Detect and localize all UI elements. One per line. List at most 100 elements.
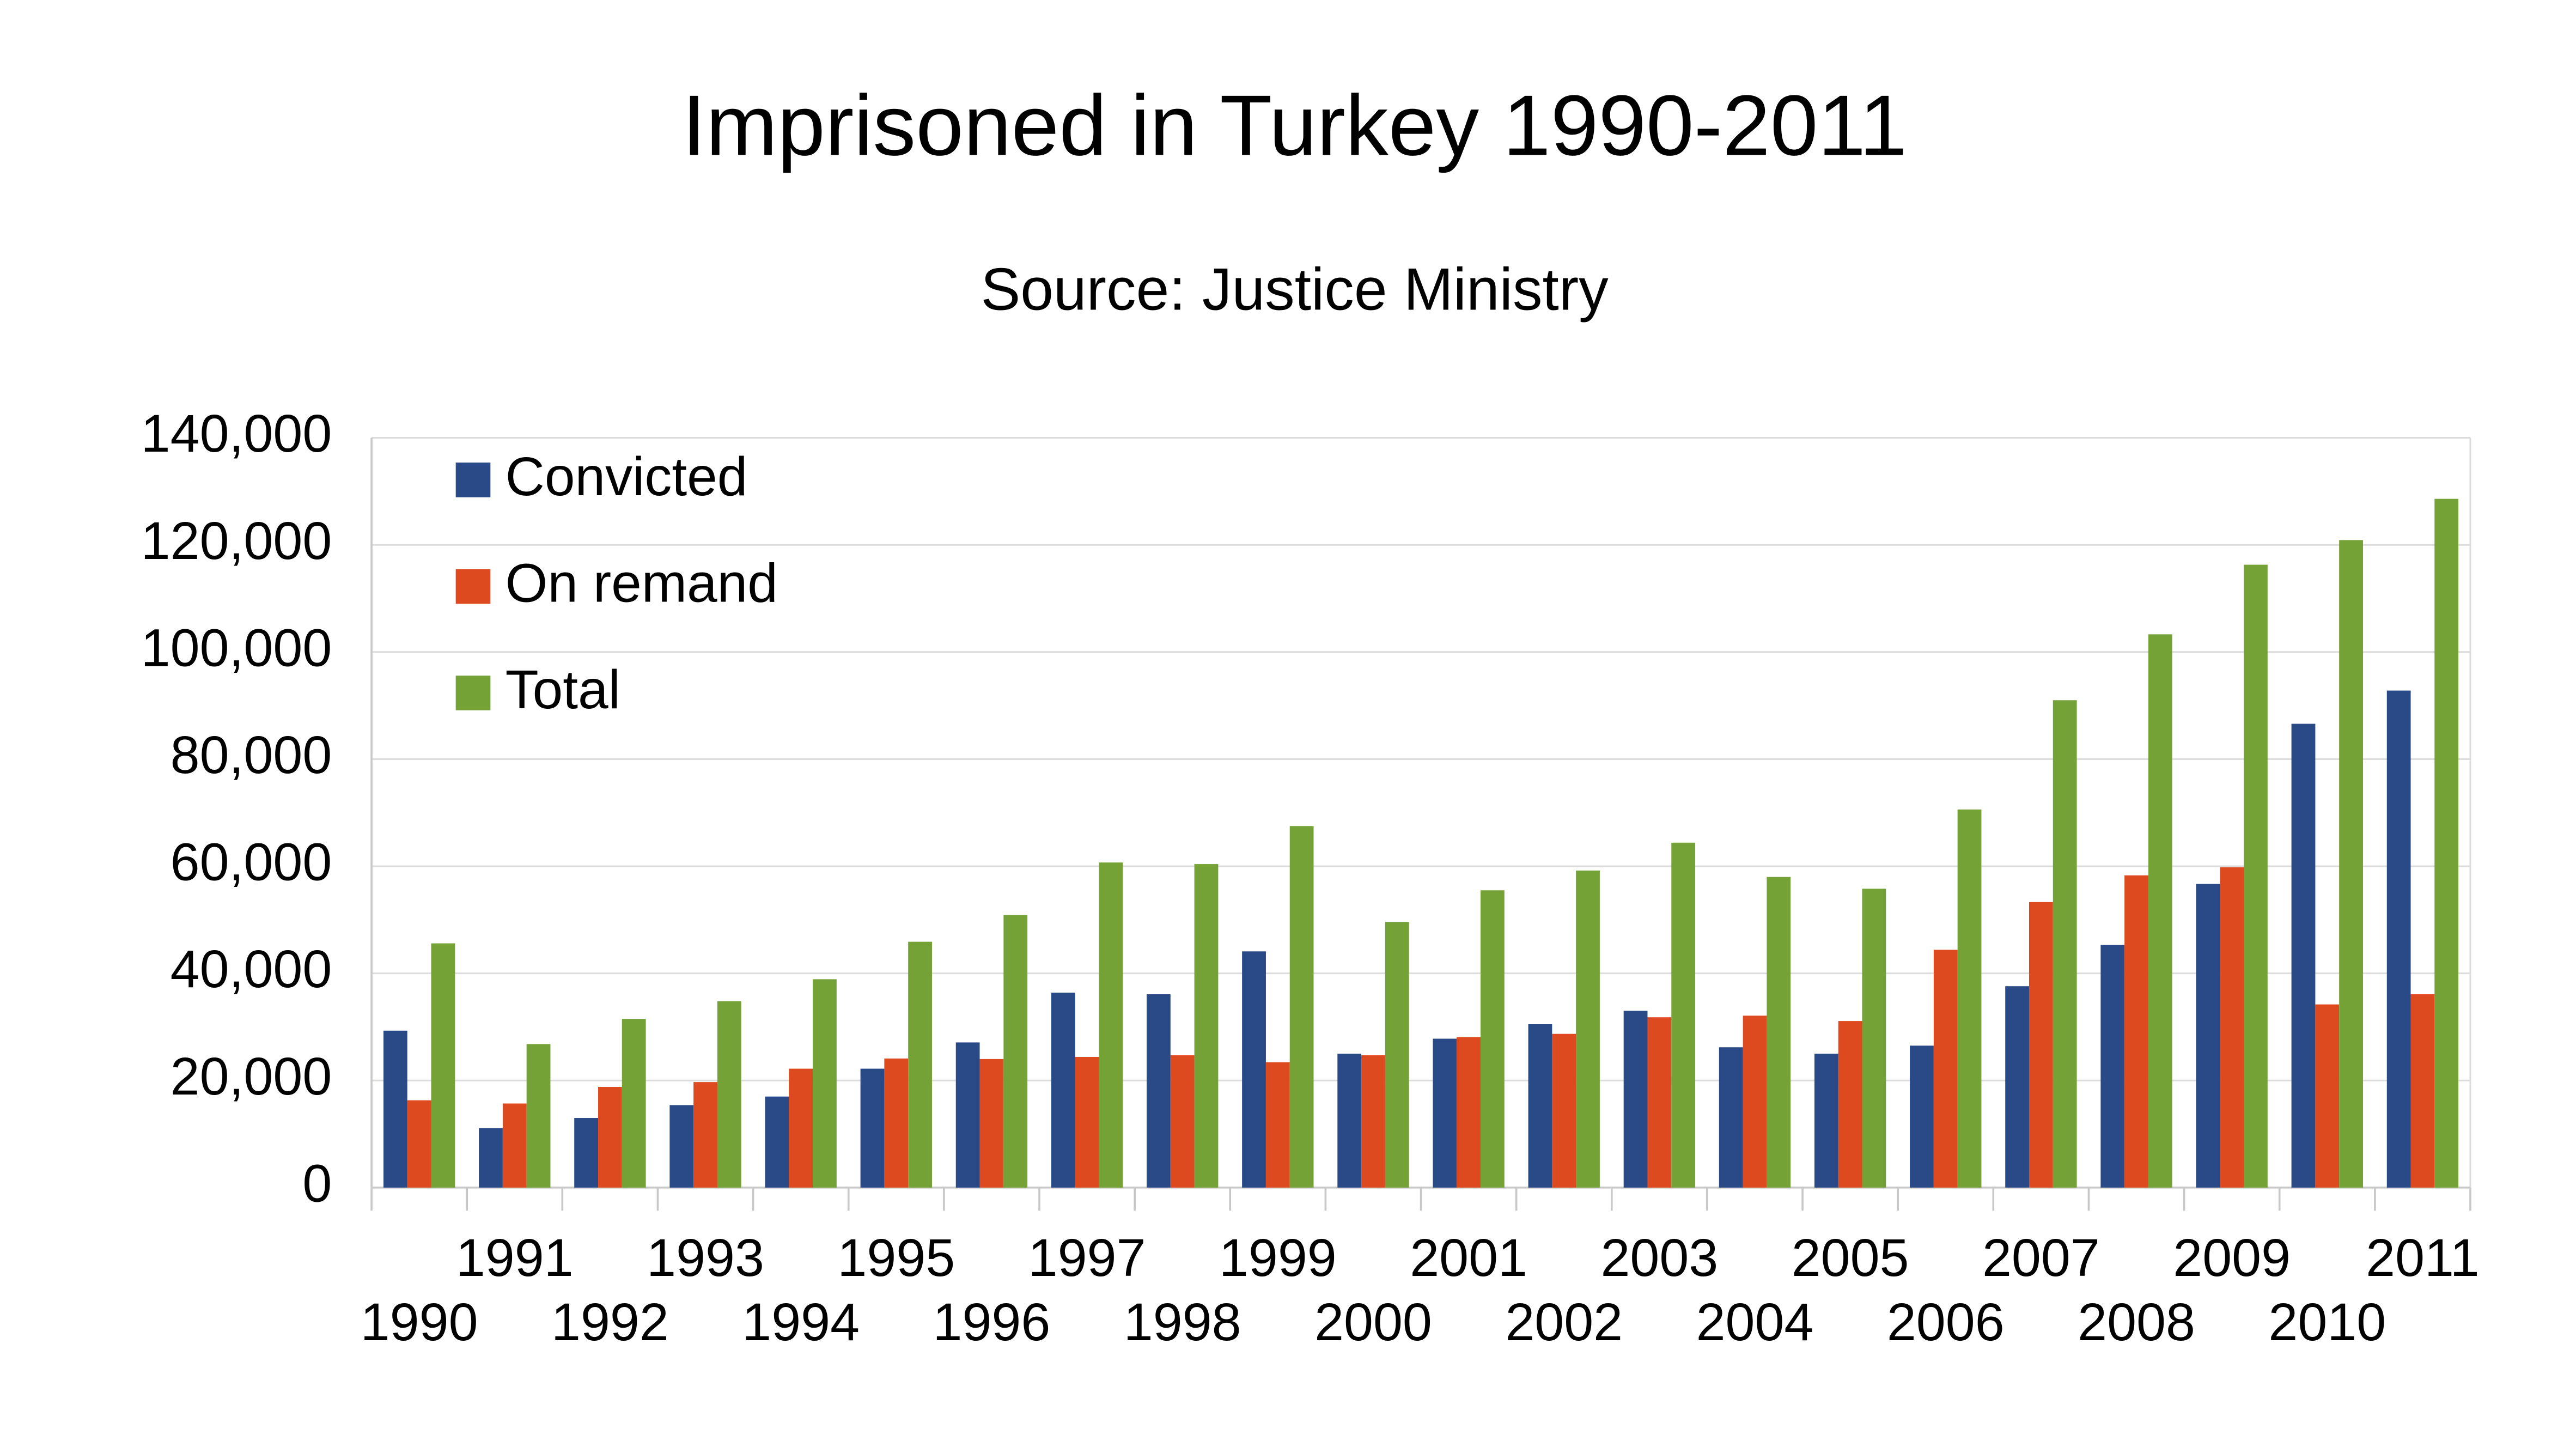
x-tick-label: 2001 — [1410, 1228, 1527, 1287]
bar — [765, 1096, 789, 1188]
y-tick-label: 0 — [302, 1153, 332, 1213]
bar — [2124, 875, 2148, 1188]
bar — [1075, 1056, 1099, 1188]
bar — [1957, 809, 1982, 1188]
bar — [526, 1044, 551, 1188]
x-tick-label: 1993 — [647, 1228, 764, 1287]
y-tick-label: 80,000 — [170, 725, 332, 785]
bar — [1170, 1055, 1195, 1188]
bar — [1552, 1033, 1576, 1188]
bar — [1361, 1055, 1385, 1188]
x-tick-label: 2005 — [1792, 1228, 1909, 1287]
x-tick-label: 2009 — [2173, 1228, 2291, 1287]
chart-title: Imprisoned in Turkey 1990-2011 — [682, 77, 1907, 173]
bar — [479, 1128, 503, 1188]
bar — [1671, 842, 1696, 1188]
bar — [1814, 1054, 1838, 1188]
bar — [908, 941, 932, 1188]
bar — [1265, 1062, 1290, 1188]
bar — [1862, 889, 1886, 1188]
y-tick-label: 100,000 — [141, 618, 332, 677]
bar — [2100, 945, 2125, 1188]
bar — [1933, 950, 1958, 1188]
bar — [813, 979, 837, 1188]
bar — [2386, 690, 2411, 1188]
x-tick-label: 2010 — [2268, 1292, 2386, 1352]
bar — [1194, 864, 1219, 1188]
x-tick-label: 1997 — [1028, 1228, 1146, 1287]
bar — [1743, 1016, 1767, 1188]
legend-label: On remand — [506, 552, 778, 613]
x-tick-label: 2008 — [2078, 1292, 2195, 1352]
bar — [955, 1042, 980, 1188]
bar — [2291, 723, 2316, 1188]
bar — [598, 1087, 622, 1188]
bar — [407, 1100, 431, 1188]
bar — [1147, 994, 1171, 1188]
bar — [2244, 564, 2268, 1188]
bar — [1457, 1037, 1481, 1188]
legend-label: Convicted — [506, 446, 748, 507]
bar — [1910, 1045, 1934, 1188]
chart-subtitle: Source: Justice Ministry — [981, 257, 1609, 323]
y-tick-label: 140,000 — [141, 404, 332, 463]
y-tick-label: 40,000 — [170, 939, 332, 999]
x-tick-label: 1992 — [551, 1292, 669, 1352]
x-tick-label: 2006 — [1887, 1292, 2005, 1352]
bar — [1480, 890, 1505, 1188]
bar — [884, 1058, 909, 1188]
bar — [2315, 1004, 2340, 1188]
bar — [2005, 986, 2030, 1188]
bar — [669, 1105, 694, 1188]
y-tick-label: 20,000 — [170, 1047, 332, 1106]
bar — [979, 1059, 1004, 1188]
bar — [860, 1068, 885, 1188]
legend-swatch — [455, 569, 491, 604]
legend-swatch — [455, 463, 491, 497]
x-tick-label: 2004 — [1696, 1292, 1814, 1352]
x-tick-label: 1991 — [456, 1228, 574, 1287]
bar — [2434, 498, 2459, 1188]
bar — [2029, 902, 2053, 1188]
x-tick-label: 2000 — [1314, 1292, 1432, 1352]
x-tick-label: 1996 — [933, 1292, 1051, 1352]
x-tick-label: 2007 — [1982, 1228, 2100, 1287]
x-tick-label: 1999 — [1219, 1228, 1337, 1287]
bar — [2148, 634, 2172, 1188]
bar — [1623, 1011, 1648, 1188]
bar — [1242, 951, 1266, 1188]
bar — [431, 943, 455, 1188]
bar — [2410, 994, 2435, 1188]
bar — [1385, 922, 1409, 1188]
x-tick-label: 1994 — [742, 1292, 860, 1352]
bar — [383, 1030, 407, 1188]
x-tick-label: 1998 — [1124, 1292, 1241, 1352]
legend-label: Total — [506, 659, 620, 720]
bar — [1767, 877, 1791, 1188]
bar — [502, 1103, 527, 1188]
bar — [2053, 700, 2077, 1188]
bar — [1003, 915, 1028, 1188]
bar — [1289, 826, 1314, 1188]
bar — [1528, 1024, 1552, 1188]
bar — [2339, 540, 2363, 1188]
bar — [1433, 1038, 1457, 1188]
bar — [1576, 870, 1600, 1188]
legend-swatch — [455, 676, 491, 710]
bar — [1719, 1047, 1743, 1188]
x-tick-label: 2011 — [2366, 1228, 2480, 1287]
bar — [622, 1019, 646, 1188]
y-tick-label: 120,000 — [141, 511, 332, 570]
x-tick-label: 1995 — [837, 1228, 955, 1287]
bar — [1647, 1017, 1672, 1188]
bar — [789, 1068, 813, 1188]
x-tick-label: 1990 — [361, 1292, 478, 1352]
bar — [1099, 862, 1123, 1188]
x-tick-label: 2002 — [1505, 1292, 1623, 1352]
bar — [1051, 992, 1075, 1188]
bar — [574, 1118, 599, 1188]
bar — [693, 1082, 717, 1188]
bar — [2196, 884, 2220, 1188]
